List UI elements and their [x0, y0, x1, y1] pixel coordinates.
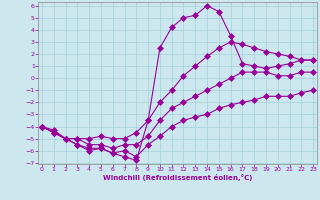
X-axis label: Windchill (Refroidissement éolien,°C): Windchill (Refroidissement éolien,°C): [103, 174, 252, 181]
